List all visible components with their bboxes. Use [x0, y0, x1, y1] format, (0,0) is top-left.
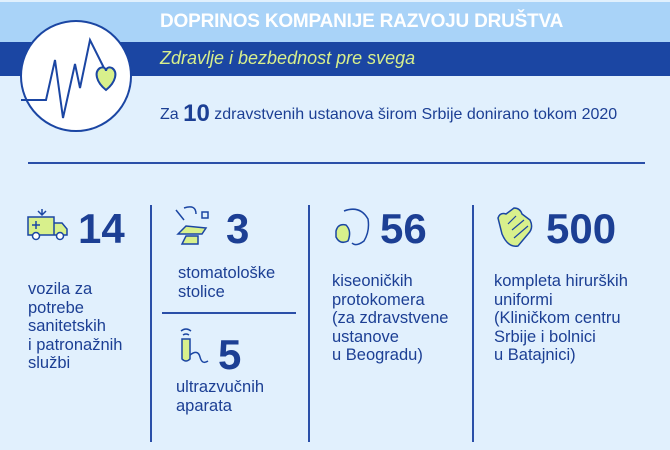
column-divider — [472, 205, 474, 442]
stat-value: 5 — [218, 331, 242, 378]
stat-label: vozila za potrebe sanitetskih i patronaž… — [28, 280, 123, 372]
stat-label: kiseoničkih protokomera (za zdravstvene … — [332, 272, 449, 364]
stat-value: 500 — [546, 205, 617, 252]
ambulance-icon — [27, 209, 68, 241]
dental-chair-icon — [175, 206, 209, 245]
gloves-icon — [497, 207, 533, 247]
stat-label: stomatološke stolice — [178, 264, 276, 301]
divider — [28, 162, 645, 164]
intro-text: Za 10 zdravstvenih ustanova širom Srbije… — [160, 100, 618, 127]
stat-value: 3 — [226, 205, 250, 252]
heartbeat-icon — [21, 36, 117, 119]
heart-icon — [95, 66, 117, 92]
page-title: DOPRINOS KOMPANIJE RAZVOJU DRUŠTVA — [160, 11, 564, 32]
row-divider — [162, 312, 296, 314]
stat-label: kompleta hirurških uniformi (Kliničkom c… — [494, 272, 628, 364]
oxygen-mask-icon — [335, 208, 370, 246]
page-subtitle: Zdravlje i bezbednost pre svega — [160, 48, 416, 68]
stat-value: 14 — [78, 205, 125, 252]
column-divider — [308, 205, 310, 442]
stat-value: 56 — [380, 205, 427, 252]
ultrasound-probe-icon — [180, 328, 209, 364]
stat-label: ultrazvučnih aparata — [176, 378, 265, 415]
column-divider — [150, 205, 152, 442]
